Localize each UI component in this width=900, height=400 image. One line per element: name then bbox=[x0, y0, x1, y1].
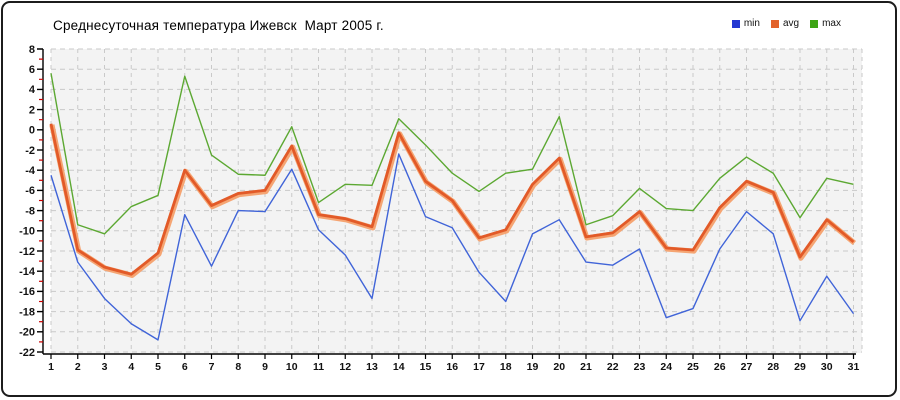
svg-text:13: 13 bbox=[366, 361, 378, 373]
svg-text:11: 11 bbox=[313, 361, 324, 373]
svg-text:28: 28 bbox=[767, 361, 779, 373]
svg-text:7: 7 bbox=[209, 361, 215, 373]
svg-text:-20: -20 bbox=[19, 327, 35, 339]
chart-title: Среднесуточная температура Ижевск Март 2… bbox=[53, 18, 384, 33]
svg-text:-18: -18 bbox=[19, 306, 35, 318]
legend-swatch-min-icon bbox=[731, 19, 740, 28]
svg-text:1: 1 bbox=[48, 361, 54, 373]
svg-text:27: 27 bbox=[741, 361, 753, 373]
svg-text:8: 8 bbox=[235, 361, 241, 373]
svg-text:30: 30 bbox=[821, 361, 833, 373]
legend-swatch-avg-icon bbox=[770, 19, 779, 28]
legend-swatch-max-icon bbox=[810, 19, 819, 28]
legend-label-avg: avg bbox=[782, 18, 800, 29]
svg-text:21: 21 bbox=[580, 361, 592, 373]
svg-text:26: 26 bbox=[714, 361, 726, 373]
svg-text:16: 16 bbox=[446, 361, 458, 373]
svg-text:18: 18 bbox=[500, 361, 512, 373]
svg-text:-8: -8 bbox=[25, 205, 35, 217]
svg-text:8: 8 bbox=[29, 44, 35, 56]
legend-item-min: min bbox=[731, 18, 760, 29]
svg-text:6: 6 bbox=[182, 361, 188, 373]
legend-label-min: min bbox=[743, 18, 760, 29]
svg-text:29: 29 bbox=[794, 361, 806, 373]
svg-text:9: 9 bbox=[262, 361, 268, 373]
svg-text:2: 2 bbox=[75, 361, 81, 373]
svg-text:-12: -12 bbox=[19, 246, 35, 258]
svg-text:4: 4 bbox=[128, 361, 134, 373]
chart-legend: min avg max bbox=[731, 18, 841, 29]
svg-text:22: 22 bbox=[607, 361, 619, 373]
svg-text:10: 10 bbox=[286, 361, 298, 373]
svg-text:-4: -4 bbox=[25, 165, 36, 177]
svg-text:14: 14 bbox=[393, 361, 405, 373]
svg-text:3: 3 bbox=[102, 361, 108, 373]
svg-text:2: 2 bbox=[29, 104, 35, 116]
svg-text:19: 19 bbox=[527, 361, 539, 373]
svg-text:-10: -10 bbox=[19, 226, 35, 238]
svg-text:6: 6 bbox=[29, 64, 35, 76]
svg-text:5: 5 bbox=[155, 361, 161, 373]
svg-text:-14: -14 bbox=[19, 266, 36, 278]
legend-item-max: max bbox=[810, 18, 841, 29]
legend-label-max: max bbox=[822, 18, 841, 29]
svg-text:31: 31 bbox=[848, 361, 860, 373]
svg-text:-6: -6 bbox=[25, 185, 35, 197]
svg-text:-22: -22 bbox=[19, 347, 35, 359]
svg-text:20: 20 bbox=[553, 361, 565, 373]
svg-text:-2: -2 bbox=[25, 145, 35, 157]
svg-text:12: 12 bbox=[339, 361, 351, 373]
svg-text:25: 25 bbox=[687, 361, 699, 373]
svg-text:-16: -16 bbox=[19, 286, 35, 298]
svg-text:0: 0 bbox=[29, 125, 35, 137]
svg-text:4: 4 bbox=[29, 84, 36, 96]
svg-text:17: 17 bbox=[473, 361, 485, 373]
svg-text:23: 23 bbox=[634, 361, 646, 373]
svg-text:24: 24 bbox=[660, 361, 672, 373]
legend-item-avg: avg bbox=[770, 18, 800, 29]
svg-text:15: 15 bbox=[420, 361, 432, 373]
